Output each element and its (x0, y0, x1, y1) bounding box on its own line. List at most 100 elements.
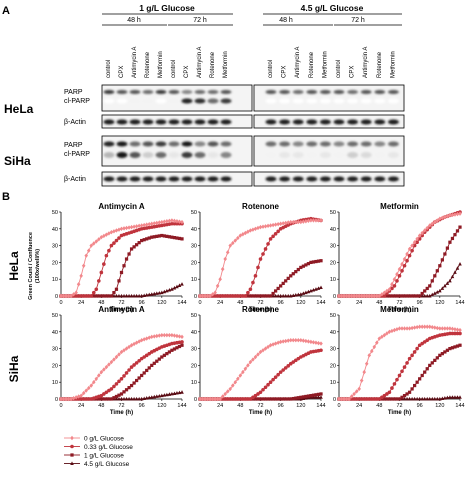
data-point (415, 236, 419, 242)
glucose-group-label: 1 g/L Glucose (139, 3, 195, 13)
data-point (278, 293, 283, 298)
blot-band (319, 176, 331, 182)
lane-label: Rotenone (377, 51, 383, 78)
data-point (233, 397, 238, 401)
data-point (435, 325, 440, 331)
data-point (119, 226, 124, 231)
data-point (276, 293, 280, 298)
data-point (154, 291, 159, 295)
data-point (142, 238, 146, 242)
data-point (284, 279, 288, 283)
data-point (137, 241, 141, 245)
data-point (392, 327, 397, 333)
data-point (99, 369, 104, 375)
data-point (420, 293, 424, 298)
blot-band (155, 152, 167, 158)
data-point (253, 226, 258, 231)
blot-band (374, 119, 386, 125)
data-point (299, 395, 303, 399)
x-tick-label: 24 (78, 300, 84, 306)
data-point (223, 397, 228, 401)
blot-band (319, 90, 331, 94)
data-point (147, 335, 152, 340)
data-point (412, 240, 417, 245)
y-tick-label: 40 (330, 227, 336, 233)
data-point (319, 348, 323, 353)
data-point (367, 353, 372, 358)
x-tick-label: 72 (396, 300, 402, 306)
data-point (203, 293, 207, 299)
y-tick-label: 0 (55, 397, 58, 403)
data-point (81, 397, 86, 401)
data-point (170, 221, 174, 226)
y-tick-label: 30 (191, 244, 197, 250)
data-point (160, 219, 164, 225)
data-point (79, 294, 83, 298)
data-point (291, 396, 295, 401)
blot-band (265, 90, 277, 94)
data-point (390, 386, 394, 390)
data-point (359, 378, 364, 383)
data-point (390, 282, 394, 287)
data-point (291, 219, 296, 225)
band-label-cl-parp: cl-PARP (64, 98, 90, 105)
x-axis-label: Time (h) (249, 410, 272, 416)
data-point (117, 379, 121, 384)
data-point (418, 377, 422, 381)
data-point (458, 225, 462, 229)
data-point (258, 294, 263, 298)
data-point (440, 352, 444, 356)
series-markers (198, 348, 323, 401)
data-point (430, 279, 434, 283)
data-point (129, 293, 134, 298)
data-point (352, 391, 356, 397)
data-point (413, 294, 417, 298)
data-point (268, 223, 273, 228)
blot-band (360, 90, 372, 94)
data-point (248, 294, 253, 298)
data-point (420, 230, 424, 236)
data-point (261, 348, 265, 353)
x-axis-label: Time (h) (110, 410, 133, 416)
blot-band (333, 90, 345, 94)
blot-band (306, 90, 318, 94)
data-point (64, 396, 68, 402)
data-point (395, 294, 399, 298)
blot-band (168, 119, 180, 125)
data-point (132, 293, 136, 298)
blot-band (220, 176, 232, 182)
data-point (445, 246, 450, 250)
data-point (319, 341, 323, 346)
data-point (438, 264, 442, 268)
data-point (372, 397, 377, 401)
data-point (448, 331, 452, 336)
blot-band (116, 119, 128, 125)
blot-band (129, 141, 141, 147)
data-point (149, 334, 154, 340)
data-point (228, 397, 233, 401)
data-point (347, 293, 351, 299)
x-tick-label: 48 (237, 300, 243, 306)
data-point (458, 343, 462, 347)
y-tick-label: 0 (55, 294, 58, 300)
data-point (122, 374, 126, 378)
data-point (304, 263, 308, 267)
data-point (407, 253, 412, 258)
data-point (139, 396, 144, 401)
data-point (288, 219, 293, 225)
series-line (339, 326, 461, 400)
legend-label: 1 g/L Glucose (84, 452, 124, 459)
data-point (405, 326, 409, 331)
data-point (94, 287, 99, 292)
data-point (208, 293, 212, 299)
series-line (339, 211, 461, 297)
data-point (359, 397, 364, 401)
data-point (372, 344, 377, 350)
data-point (453, 270, 457, 274)
data-point (160, 332, 164, 338)
data-point (97, 397, 101, 401)
data-point (109, 397, 114, 401)
data-point (107, 248, 111, 253)
x-tick-label: 120 (296, 300, 305, 306)
